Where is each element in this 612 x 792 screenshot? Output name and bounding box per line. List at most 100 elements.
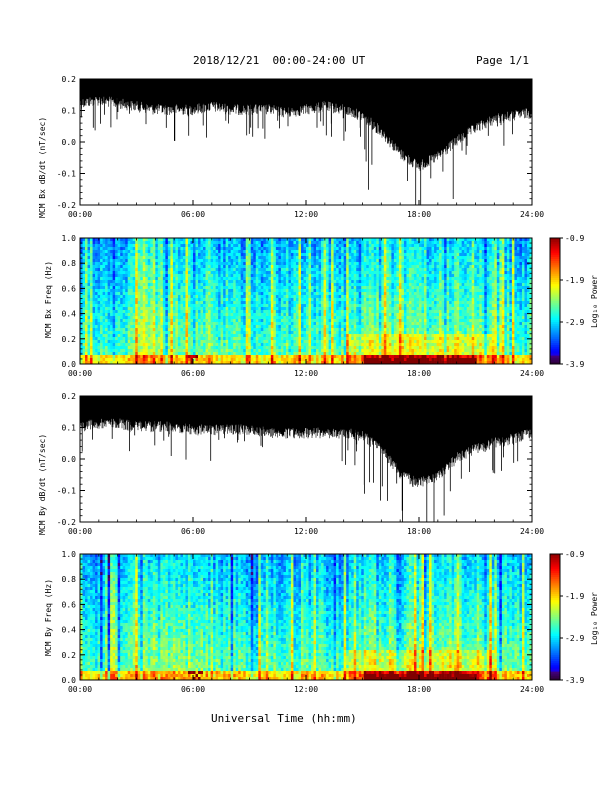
spectrogram-cell xyxy=(182,289,186,293)
spectrogram-cell xyxy=(200,271,204,275)
spectrogram-cell xyxy=(182,244,186,248)
spectrogram-cell xyxy=(351,328,355,332)
spectrogram-cell xyxy=(366,322,370,326)
spectrogram-cell xyxy=(145,355,149,359)
spectrogram-cell xyxy=(243,256,247,260)
spectrogram-cell xyxy=(280,259,284,263)
spectrogram-cell xyxy=(341,277,344,281)
spectrogram-cell xyxy=(303,277,307,281)
spectrogram-cell xyxy=(95,346,98,350)
spectrogram-cell xyxy=(235,262,239,266)
spectrogram-cell xyxy=(288,280,292,284)
spectrogram-cell xyxy=(82,322,86,326)
spectrogram-cell xyxy=(137,304,141,308)
spectrogram-cell xyxy=(167,244,171,248)
spectrogram-cell xyxy=(263,325,267,329)
spectrogram-cell xyxy=(338,322,342,326)
spectrogram-cell xyxy=(311,244,314,248)
spectrogram-cell xyxy=(87,325,91,329)
spectrogram-cell xyxy=(160,328,164,332)
spectrogram-cell xyxy=(293,301,297,305)
spectrogram-cell xyxy=(203,343,206,347)
spectrogram-cell xyxy=(356,286,360,290)
spectrogram-cell xyxy=(160,253,164,257)
spectrogram-cell xyxy=(223,247,226,251)
spectrogram-cell xyxy=(328,238,332,242)
spectrogram-cell xyxy=(115,343,118,347)
spectrogram-cell xyxy=(311,319,314,323)
spectrogram-cell xyxy=(278,271,282,275)
spectrogram-cell xyxy=(152,304,156,308)
spectrogram-cell xyxy=(283,247,287,251)
spectrogram-cell xyxy=(137,319,141,323)
spectrogram-cell xyxy=(273,283,277,287)
spectrogram-cell xyxy=(293,343,297,347)
spectrogram-cell xyxy=(288,331,292,335)
spectrogram-cell xyxy=(306,295,309,299)
spectrogram-cell xyxy=(268,268,272,272)
spectrogram-cell xyxy=(112,316,116,320)
spectrogram-cell xyxy=(238,358,242,362)
spectrogram-cell xyxy=(137,331,141,335)
spectrogram-cell xyxy=(130,244,134,248)
spectrogram-cell xyxy=(97,259,101,263)
spectrogram-cell xyxy=(110,238,113,242)
spectrogram-cell xyxy=(300,292,304,296)
spectrogram-cell xyxy=(112,319,116,323)
spectrogram-cell xyxy=(107,319,111,323)
spectrogram-cell xyxy=(213,286,216,290)
spectrogram-cell xyxy=(225,256,229,260)
spectrogram-cell xyxy=(316,286,319,290)
spectrogram-cell xyxy=(358,271,362,275)
spectrogram-cell xyxy=(338,271,342,275)
spectrogram-cell xyxy=(193,313,196,317)
spectrogram-cell xyxy=(353,319,357,323)
spectrogram-cell xyxy=(318,292,322,296)
spectrogram-cell xyxy=(218,244,221,248)
spectrogram-cell xyxy=(270,250,274,254)
spectrogram-cell xyxy=(338,355,342,359)
spectrogram-cell xyxy=(248,247,252,251)
spectrogram-cell xyxy=(203,328,206,332)
spectrogram-cell xyxy=(155,238,159,242)
spectrogram-cell xyxy=(152,340,156,344)
spectrogram-cell xyxy=(265,316,269,320)
spectrogram-cell xyxy=(316,328,319,332)
spectrogram-cell xyxy=(308,316,312,320)
spectrogram-cell xyxy=(195,262,199,266)
spectrogram-cell xyxy=(270,265,274,269)
spectrogram-cell xyxy=(140,325,144,329)
spectrogram-cell xyxy=(167,271,171,275)
spectrogram-cell xyxy=(162,265,166,269)
spectrogram-cell xyxy=(240,310,244,314)
spectrogram-cell xyxy=(263,268,267,272)
spectrogram-cell xyxy=(298,247,302,251)
spectrogram-cell xyxy=(235,310,239,314)
spectrogram-cell xyxy=(205,286,209,290)
spectrogram-cell xyxy=(263,352,267,356)
spectrogram-cell xyxy=(293,355,297,359)
spectrogram-cell xyxy=(152,280,156,284)
spectrogram-cell xyxy=(368,262,372,266)
spectrogram-cell xyxy=(137,346,141,350)
spectrogram-cell xyxy=(80,325,83,329)
spectrogram-cell xyxy=(185,307,189,311)
spectrogram-cell xyxy=(321,322,324,326)
spectrogram-cell xyxy=(248,343,252,347)
spectrogram-cell xyxy=(368,259,372,263)
spectrogram-cell xyxy=(100,274,103,278)
spectrogram-cell xyxy=(245,340,249,344)
spectrogram-cell xyxy=(278,334,282,338)
spectrogram-cell xyxy=(268,313,272,317)
spectrogram-cell xyxy=(155,361,159,365)
spectrogram-cell xyxy=(187,289,191,293)
spectrogram-cell xyxy=(295,331,299,335)
spectrogram-cell xyxy=(97,292,101,296)
spectrogram-cell xyxy=(152,310,156,314)
spectrogram-cell xyxy=(243,316,247,320)
spectrogram-cell xyxy=(110,343,113,347)
spectrogram-cell xyxy=(137,262,141,266)
spectrogram-cell xyxy=(102,238,106,242)
spectrogram-cell xyxy=(223,253,226,257)
spectrogram-cell xyxy=(366,328,370,332)
